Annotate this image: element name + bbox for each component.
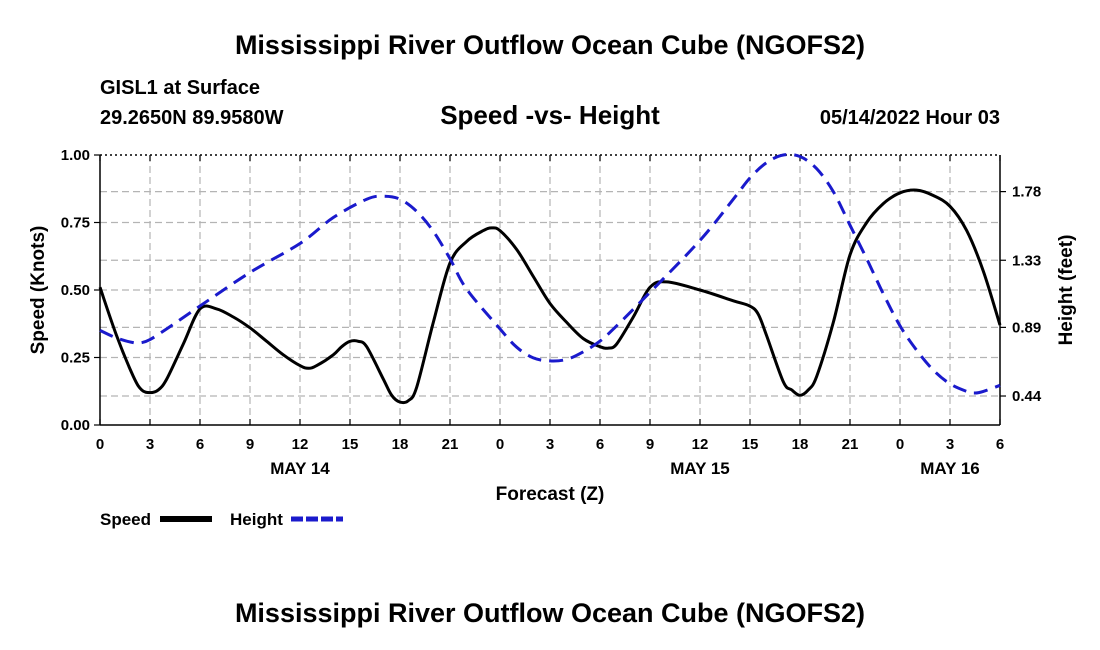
x-tick-label: 18 xyxy=(392,436,409,453)
x-tick-label: 6 xyxy=(596,436,604,453)
y2-tick-label: 1.33 xyxy=(1012,252,1041,269)
series-line-speed xyxy=(98,188,1002,405)
x-tick-label: 0 xyxy=(96,436,104,453)
x-tick-label: 9 xyxy=(646,436,654,453)
x-tick-label: 6 xyxy=(196,436,204,453)
legend-label-height: Height xyxy=(230,510,283,529)
y-tick-label: 0.75 xyxy=(61,215,90,232)
legend-label-speed: Speed xyxy=(100,510,151,529)
y-tick-label: 0.00 xyxy=(61,417,90,434)
page-title: Mississippi River Outflow Ocean Cube (NG… xyxy=(234,30,866,60)
x-tick-label: 3 xyxy=(546,436,554,453)
x-tick-label: 3 xyxy=(946,436,954,453)
x-tick-label: 12 xyxy=(292,436,309,453)
station-coords: 29.2650N 89.9580W xyxy=(100,107,284,129)
y2-tick-label: 0.44 xyxy=(1012,388,1042,405)
x-tick-label: 0 xyxy=(896,436,904,453)
x-tick-label: 15 xyxy=(342,436,359,453)
x-tick-label: 0 xyxy=(496,436,504,453)
series-line-height xyxy=(99,152,1001,395)
y-tick-label: 0.50 xyxy=(61,282,90,299)
x-tick-label: 18 xyxy=(792,436,809,453)
x-tick-label: 15 xyxy=(742,436,759,453)
x-tick-label: 21 xyxy=(442,436,459,453)
x-tick-label: 12 xyxy=(692,436,709,453)
date-label: MAY 15 xyxy=(670,459,730,478)
x-tick-label: 6 xyxy=(996,436,1004,453)
date-label: MAY 14 xyxy=(270,459,330,478)
y2-axis-label: Height (feet) xyxy=(1056,235,1077,346)
x-tick-label: 3 xyxy=(146,436,154,453)
y-tick-label: 1.00 xyxy=(61,147,90,164)
station-name: GISL1 at Surface xyxy=(100,77,261,99)
forecast-datetime: 05/14/2022 Hour 03 xyxy=(819,107,1000,129)
x-tick-label: 21 xyxy=(842,436,859,453)
y2-tick-label: 0.89 xyxy=(1012,319,1041,336)
chart-title: Speed -vs- Height xyxy=(440,100,660,130)
footer-title: Mississippi River Outflow Ocean Cube (NG… xyxy=(234,598,866,628)
y-axis-label: Speed (Knots) xyxy=(28,226,49,355)
date-label: MAY 16 xyxy=(920,459,980,478)
x-axis-label: Forecast (Z) xyxy=(496,484,605,505)
x-tick-label: 9 xyxy=(246,436,254,453)
y2-tick-label: 1.78 xyxy=(1012,184,1041,201)
y-tick-label: 0.25 xyxy=(61,350,90,367)
